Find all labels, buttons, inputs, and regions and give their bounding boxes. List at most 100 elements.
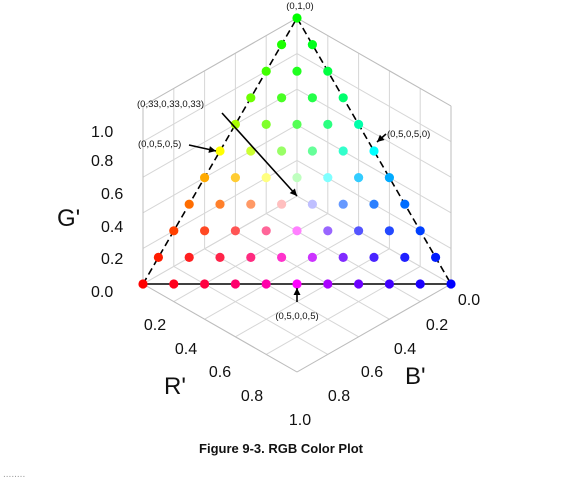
data-point <box>292 279 302 289</box>
grid-line <box>142 53 298 143</box>
annotation-arrow-head <box>289 188 297 196</box>
annotations: (0,1,0) (0,33,0,33,0,33) (0,0,5,0,5) (0,5,0… <box>137 1 430 322</box>
b-tick-label: 0.4 <box>394 341 416 358</box>
r-tick-label: 0.4 <box>175 341 197 358</box>
grid-line <box>142 124 298 214</box>
data-point <box>292 119 302 129</box>
g-tick-label: 0.8 <box>91 153 113 170</box>
data-point <box>354 119 364 129</box>
data-point <box>354 226 364 236</box>
r-tick-label: 0.6 <box>209 364 231 381</box>
data-point <box>369 252 379 262</box>
data-point <box>200 279 210 289</box>
data-point <box>184 199 194 209</box>
data-point <box>277 93 287 103</box>
page-footer-fragment: ........ <box>3 469 26 480</box>
annotation-label: (0,33,0,33,0,33) <box>137 99 204 110</box>
data-point <box>246 93 256 103</box>
data-point <box>184 252 194 262</box>
grid-line <box>296 88 452 178</box>
data-point <box>323 226 333 236</box>
grid-line <box>204 230 359 320</box>
data-point <box>338 252 348 262</box>
data-point <box>277 40 287 50</box>
annotation-arrow-head <box>293 288 301 295</box>
grid-line <box>296 124 452 214</box>
g-axis-title: G' <box>57 205 80 232</box>
data-point <box>292 66 302 76</box>
data-point <box>307 93 317 103</box>
data-point <box>138 279 148 289</box>
triangle-side-dashed <box>142 16 452 285</box>
annotation-label: (0,0,5,0,5) <box>138 139 181 150</box>
annotation-arrow-head <box>377 134 385 142</box>
grid-line <box>204 248 359 338</box>
data-point <box>400 199 410 209</box>
data-point <box>215 199 225 209</box>
figure-caption: Figure 9-3. RGB Color Plot <box>199 441 363 456</box>
data-point <box>200 226 210 236</box>
data-point <box>323 279 333 289</box>
annotation-label: (0,5,0,0,5) <box>275 311 318 322</box>
data-point <box>292 226 302 236</box>
data-point <box>307 252 317 262</box>
data-point <box>307 40 317 50</box>
data-point <box>261 173 271 183</box>
data-point <box>323 119 333 129</box>
r-tick-label: 0.8 <box>241 388 263 405</box>
data-point <box>323 66 333 76</box>
data-point <box>384 226 394 236</box>
data-point <box>230 226 240 236</box>
g-tick-label: 1.0 <box>91 124 113 141</box>
data-point <box>415 226 425 236</box>
data-point <box>230 279 240 289</box>
data-point <box>292 173 302 183</box>
data-point <box>261 226 271 236</box>
grid-line <box>265 265 421 355</box>
data-points <box>138 13 456 289</box>
data-point <box>369 146 379 156</box>
data-point <box>169 279 179 289</box>
grid-line <box>173 265 329 355</box>
axis-labels: 0.0 0.2 0.4 0.6 0.8 1.0 G' 0.2 0.4 0.6 0.8 1.0 R' 0.0… <box>57 124 480 429</box>
data-point <box>277 146 287 156</box>
data-point <box>153 252 163 262</box>
data-point <box>400 252 410 262</box>
b-tick-label: 0.6 <box>361 364 383 381</box>
g-tick-label: 0.0 <box>91 284 113 301</box>
data-point <box>384 279 394 289</box>
grid-line <box>142 88 298 178</box>
g-tick-label: 0.6 <box>101 186 123 203</box>
grid-line <box>235 248 390 338</box>
data-point <box>169 226 179 236</box>
data-point <box>354 279 364 289</box>
b-tick-label: 0.2 <box>426 317 448 334</box>
r-axis-title: R' <box>164 373 186 400</box>
data-point <box>246 199 256 209</box>
data-point <box>338 146 348 156</box>
data-point <box>246 252 256 262</box>
b-tick-label: 0.8 <box>328 388 350 405</box>
data-point <box>446 279 456 289</box>
data-point <box>384 173 394 183</box>
annotation-arrow-head <box>208 146 216 153</box>
pane-edge <box>142 283 298 373</box>
data-point <box>323 173 333 183</box>
annotation-label: (0,1,0) <box>286 1 313 12</box>
data-point <box>338 93 348 103</box>
data-point <box>215 146 225 156</box>
data-point <box>246 146 256 156</box>
data-point <box>230 119 240 129</box>
annotation-arrow <box>221 112 298 197</box>
data-point <box>292 13 302 23</box>
grid-line <box>142 195 298 285</box>
data-point <box>369 199 379 209</box>
data-point <box>261 66 271 76</box>
grid-panes <box>142 17 452 373</box>
g-tick-label: 0.2 <box>101 251 123 268</box>
data-point <box>307 199 317 209</box>
data-point <box>230 173 240 183</box>
data-point <box>431 252 441 262</box>
data-point <box>277 252 287 262</box>
